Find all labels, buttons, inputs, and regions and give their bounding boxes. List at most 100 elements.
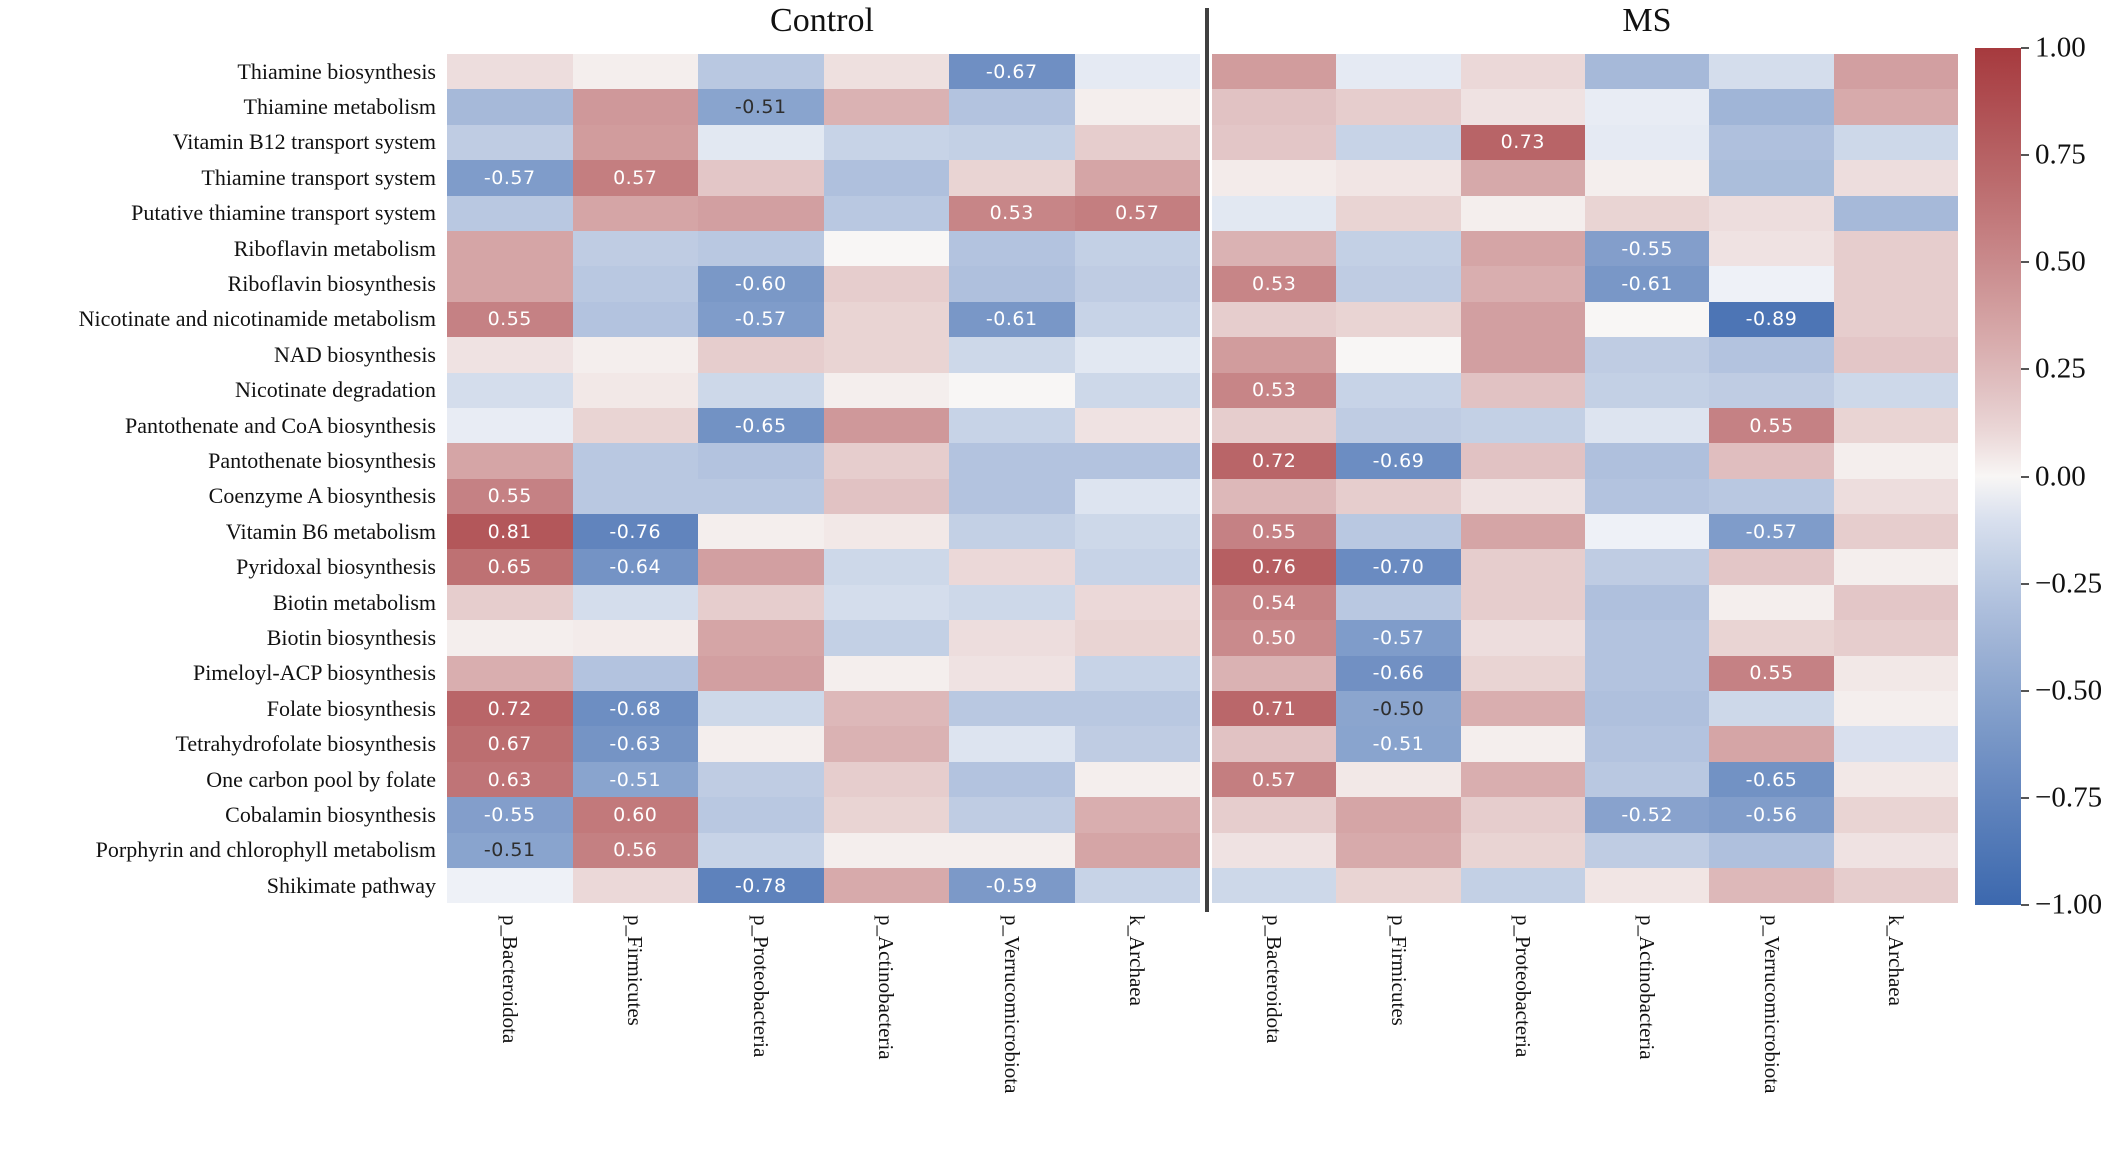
heatmap-cell — [1833, 160, 1958, 196]
row-label: Biotin metabolism — [272, 589, 436, 615]
heatmap-cell — [1709, 124, 1834, 161]
heatmap-cell — [698, 797, 824, 833]
heatmap-cell — [1833, 584, 1958, 621]
heatmap-cell — [823, 407, 949, 444]
heatmap-cell — [1336, 867, 1461, 904]
heatmap-cell — [1336, 124, 1461, 161]
heatmap-cell — [572, 407, 698, 444]
heatmap-cell: -0.78 — [698, 867, 824, 904]
heatmap-cell — [949, 691, 1075, 727]
cell-correlation-value: 0.76 — [1252, 556, 1297, 579]
cell-correlation-value: 0.81 — [487, 520, 532, 543]
heatmap-cell — [1460, 301, 1585, 338]
heatmap-cell — [1212, 867, 1337, 904]
row-label: Biotin biosynthesis — [266, 625, 436, 651]
row-label: One carbon pool by folate — [206, 766, 436, 792]
heatmap-cell — [1074, 372, 1200, 408]
control-panel-title: Control — [770, 2, 874, 39]
row-label: Putative thiamine transport system — [131, 200, 436, 226]
heatmap-cell — [1833, 867, 1958, 904]
colorbar-tick-label: −1.00 — [2035, 888, 2103, 921]
heatmap-cell: 0.53 — [949, 195, 1075, 231]
column-label: p_Proteobacteria — [1510, 915, 1535, 1058]
heatmap-cell — [1212, 478, 1337, 515]
cell-correlation-value: 0.57 — [1115, 202, 1160, 225]
heatmap-cell — [1833, 195, 1958, 231]
heatmap-cell — [1833, 372, 1958, 408]
heatmap-cell — [1833, 514, 1958, 550]
row-label: Nicotinate and nicotinamide metabolism — [78, 306, 436, 332]
heatmap-cell — [698, 620, 824, 656]
heatmap-cell — [1336, 761, 1461, 798]
heatmap-cell — [1460, 443, 1585, 479]
heatmap-cell — [1212, 301, 1337, 338]
heatmap-cell — [1074, 514, 1200, 550]
heatmap-cell — [698, 54, 824, 90]
heatmap-cell: 0.57 — [1212, 761, 1337, 798]
colorbar-tick — [2021, 47, 2029, 49]
heatmap-cell — [1709, 372, 1834, 408]
row-label: Folate biosynthesis — [266, 695, 436, 721]
heatmap-cell: -0.68 — [572, 691, 698, 727]
heatmap-cell — [949, 337, 1075, 373]
heatmap-cell — [1460, 584, 1585, 621]
heatmap-cell — [1709, 478, 1834, 515]
heatmap-cell — [949, 372, 1075, 408]
heatmap-cell — [1585, 726, 1710, 762]
heatmap-cell — [1460, 407, 1585, 444]
heatmap-cell — [1833, 478, 1958, 515]
row-label: Coenzyme A biosynthesis — [208, 483, 436, 509]
row-label: Porphyrin and chlorophyll metabolism — [95, 837, 436, 863]
heatmap-cell — [1709, 54, 1834, 90]
heatmap-cell — [572, 867, 698, 904]
heatmap-cell — [698, 832, 824, 868]
heatmap-cell: -0.51 — [447, 832, 573, 868]
heatmap-cell — [1709, 549, 1834, 585]
heatmap-cell — [698, 443, 824, 479]
heatmap-cell — [1833, 230, 1958, 267]
heatmap-cell — [1074, 797, 1200, 833]
heatmap-cell — [572, 620, 698, 656]
heatmap-cell — [572, 89, 698, 125]
heatmap-cell: 0.73 — [1460, 124, 1585, 161]
cell-correlation-value: -0.65 — [1745, 768, 1798, 791]
heatmap-cell: -0.66 — [1336, 655, 1461, 692]
heatmap-cell — [1212, 124, 1337, 161]
row-label: Cobalamin biosynthesis — [225, 802, 436, 828]
heatmap-cell — [1585, 832, 1710, 868]
heatmap-cell: -0.60 — [698, 266, 824, 302]
colorbar-tick-label: −0.50 — [2035, 674, 2103, 707]
heatmap-cell — [1212, 832, 1337, 868]
heatmap-cell — [1336, 337, 1461, 373]
row-label: Vitamin B6 metabolism — [225, 518, 436, 544]
heatmap-cell — [1336, 832, 1461, 868]
column-label: k_Archaea — [1883, 915, 1908, 1006]
cell-correlation-value: -0.57 — [483, 166, 536, 189]
cell-correlation-value: 0.55 — [1749, 414, 1794, 437]
heatmap-cell — [823, 160, 949, 196]
heatmap-cell — [447, 584, 573, 621]
column-label: k_Archaea — [1125, 915, 1150, 1006]
row-label: Pantothenate and CoA biosynthesis — [124, 412, 436, 438]
colorbar-tick-label: 1.00 — [2035, 31, 2086, 64]
colorbar-tick-label: 0.00 — [2035, 460, 2086, 492]
heatmap-cell — [823, 337, 949, 373]
cell-correlation-value: 0.50 — [1252, 626, 1297, 649]
heatmap-cell — [1833, 655, 1958, 692]
heatmap-cell — [1336, 266, 1461, 302]
column-label: p_Bacteroidota — [497, 915, 522, 1044]
ms-panel-title: MS — [1622, 2, 1672, 39]
correlation-colorbar — [1975, 48, 2021, 905]
cell-correlation-value: -0.78 — [734, 874, 787, 897]
heatmap-cell — [1460, 478, 1585, 515]
heatmap-cell — [1585, 443, 1710, 479]
heatmap-cell — [1833, 549, 1958, 585]
heatmap-cell — [698, 478, 824, 515]
heatmap-cell — [698, 584, 824, 621]
heatmap-cell — [698, 549, 824, 585]
heatmap-cell — [823, 301, 949, 338]
heatmap-cell — [1585, 761, 1710, 798]
colorbar-tick — [2021, 689, 2029, 692]
colorbar-tick — [2021, 796, 2029, 799]
heatmap-cell — [1833, 620, 1958, 656]
